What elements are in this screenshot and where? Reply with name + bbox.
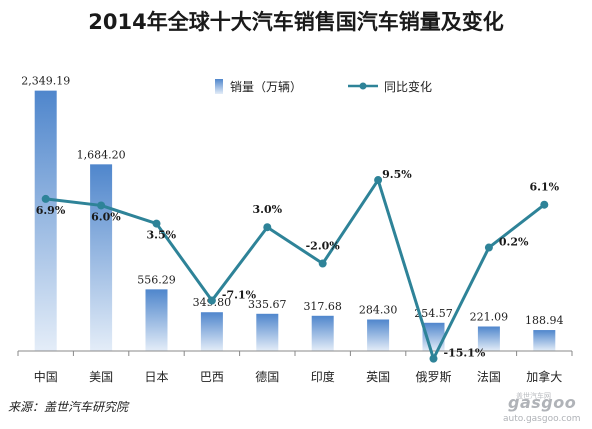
bar-value-label-5: 317.68 [303,300,342,313]
watermark-url: auto.gasgoo.com [503,414,581,424]
bar-value-label-1: 1,684.20 [77,148,126,161]
legend-bar-swatch [215,79,223,94]
line-value-label-1: 6.0% [91,210,121,223]
watermark-logo: gasgoo [508,393,577,412]
legend-line-marker [359,82,367,90]
line-point-1 [97,201,106,210]
bar-1 [90,164,113,351]
bar-value-label-7: 254.57 [414,307,453,320]
x-tick-label-6: 英国 [366,370,390,384]
bar-0 [34,90,57,351]
bar-value-label-9: 188.94 [525,314,564,327]
line-series [45,178,546,361]
x-tick-label-8: 法国 [477,370,501,384]
bar-5 [311,315,334,351]
line-point-7 [429,354,438,363]
x-tick-label-9: 加拿大 [526,369,562,384]
line-value-label-0: 6.9% [36,204,66,217]
line-value-label-2: 3.5% [147,229,177,242]
x-tick-label-1: 美国 [89,370,113,384]
line-value-label-9: 6.1% [530,181,560,194]
line-point-0 [41,194,50,203]
line-value-label-6: 9.5% [382,168,412,181]
watermark-cn: 盖世汽车网 [516,392,551,400]
chart-title: 2014年全球十大汽车销售国汽车销量及变化 [88,10,504,34]
line-value-label-3: -7.1% [222,289,257,302]
x-tick-label-5: 印度 [311,369,335,384]
line-point-8 [484,243,493,252]
bar-value-label-2: 556.29 [137,273,176,286]
legend-line-label: 同比变化 [384,79,432,94]
x-tick-label-0: 中国 [34,369,58,384]
bar-4 [256,313,279,351]
bar-9 [533,330,556,351]
line-value-label-4: 3.0% [253,203,283,216]
line-point-6 [374,176,383,185]
x-tick-label-4: 德国 [255,369,279,384]
bar-6 [367,319,390,351]
x-tick-label-7: 俄罗斯 [415,370,451,384]
legend-bar-label: 销量（万辆） [230,80,302,94]
source-note: 来源：盖世汽车研究院 [8,400,129,414]
line-point-9 [540,200,549,209]
bar-3 [200,312,223,351]
x-tick-label-2: 日本 [144,370,168,384]
line-value-label-5: -2.0% [306,240,341,253]
line-value-label-7: -15.1% [444,347,486,360]
line-value-label-8: 0.2% [499,236,529,249]
bar-2 [145,289,168,351]
bar-value-label-0: 2,349.19 [21,75,70,88]
line-point-2 [152,219,161,228]
line-point-5 [318,259,327,268]
bar-value-label-6: 284.30 [359,303,398,316]
bar-value-label-4: 335.67 [248,298,287,311]
line-point-3 [207,296,216,305]
line-point-4 [263,223,272,232]
bar-value-label-8: 221.09 [470,310,509,323]
x-tick-label-3: 巴西 [200,370,224,384]
bar-8 [477,326,500,351]
